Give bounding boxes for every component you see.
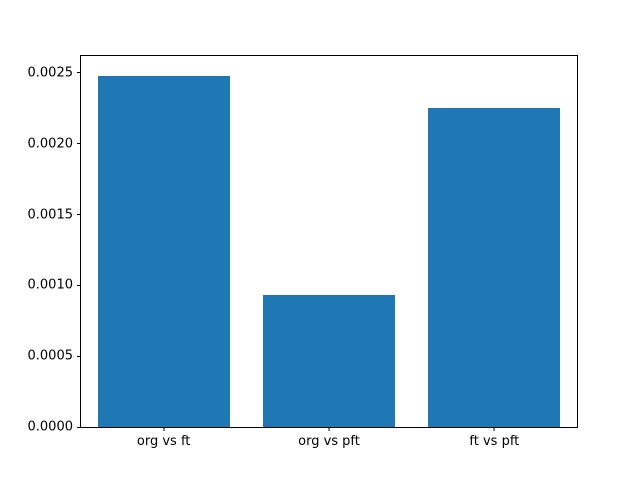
y-tick-mark — [77, 214, 81, 216]
x-tick-label: ft vs pft — [469, 434, 520, 449]
x-tick-label: org vs ft — [136, 434, 191, 449]
y-tick-label: 0.0010 — [27, 277, 74, 293]
bar-org-vs-ft — [97, 75, 230, 427]
y-tick-mark — [77, 284, 81, 286]
y-tick-mark — [77, 72, 81, 74]
x-tick-label: org vs pft — [298, 434, 360, 449]
bar-ft-vs-pft — [428, 108, 561, 427]
y-tick-label: 0.0000 — [27, 419, 74, 435]
y-tick-mark — [77, 143, 81, 145]
bar-org-vs-pft — [262, 295, 396, 427]
y-tick-mark — [77, 355, 81, 357]
y-tick-label: 0.0020 — [27, 136, 74, 152]
x-tick-mark — [328, 427, 330, 431]
plot-area: 0.0000 0.0005 0.0010 0.0015 0.0020 0.0025 org … — [28, 55, 578, 448]
x-tick-mark — [163, 427, 165, 431]
y-tick-mark — [77, 426, 81, 428]
y-tick-label: 0.0015 — [27, 207, 74, 223]
y-tick-label: 0.0005 — [27, 348, 74, 364]
x-tick-mark — [493, 427, 495, 431]
y-tick-label: 0.0025 — [27, 65, 74, 81]
